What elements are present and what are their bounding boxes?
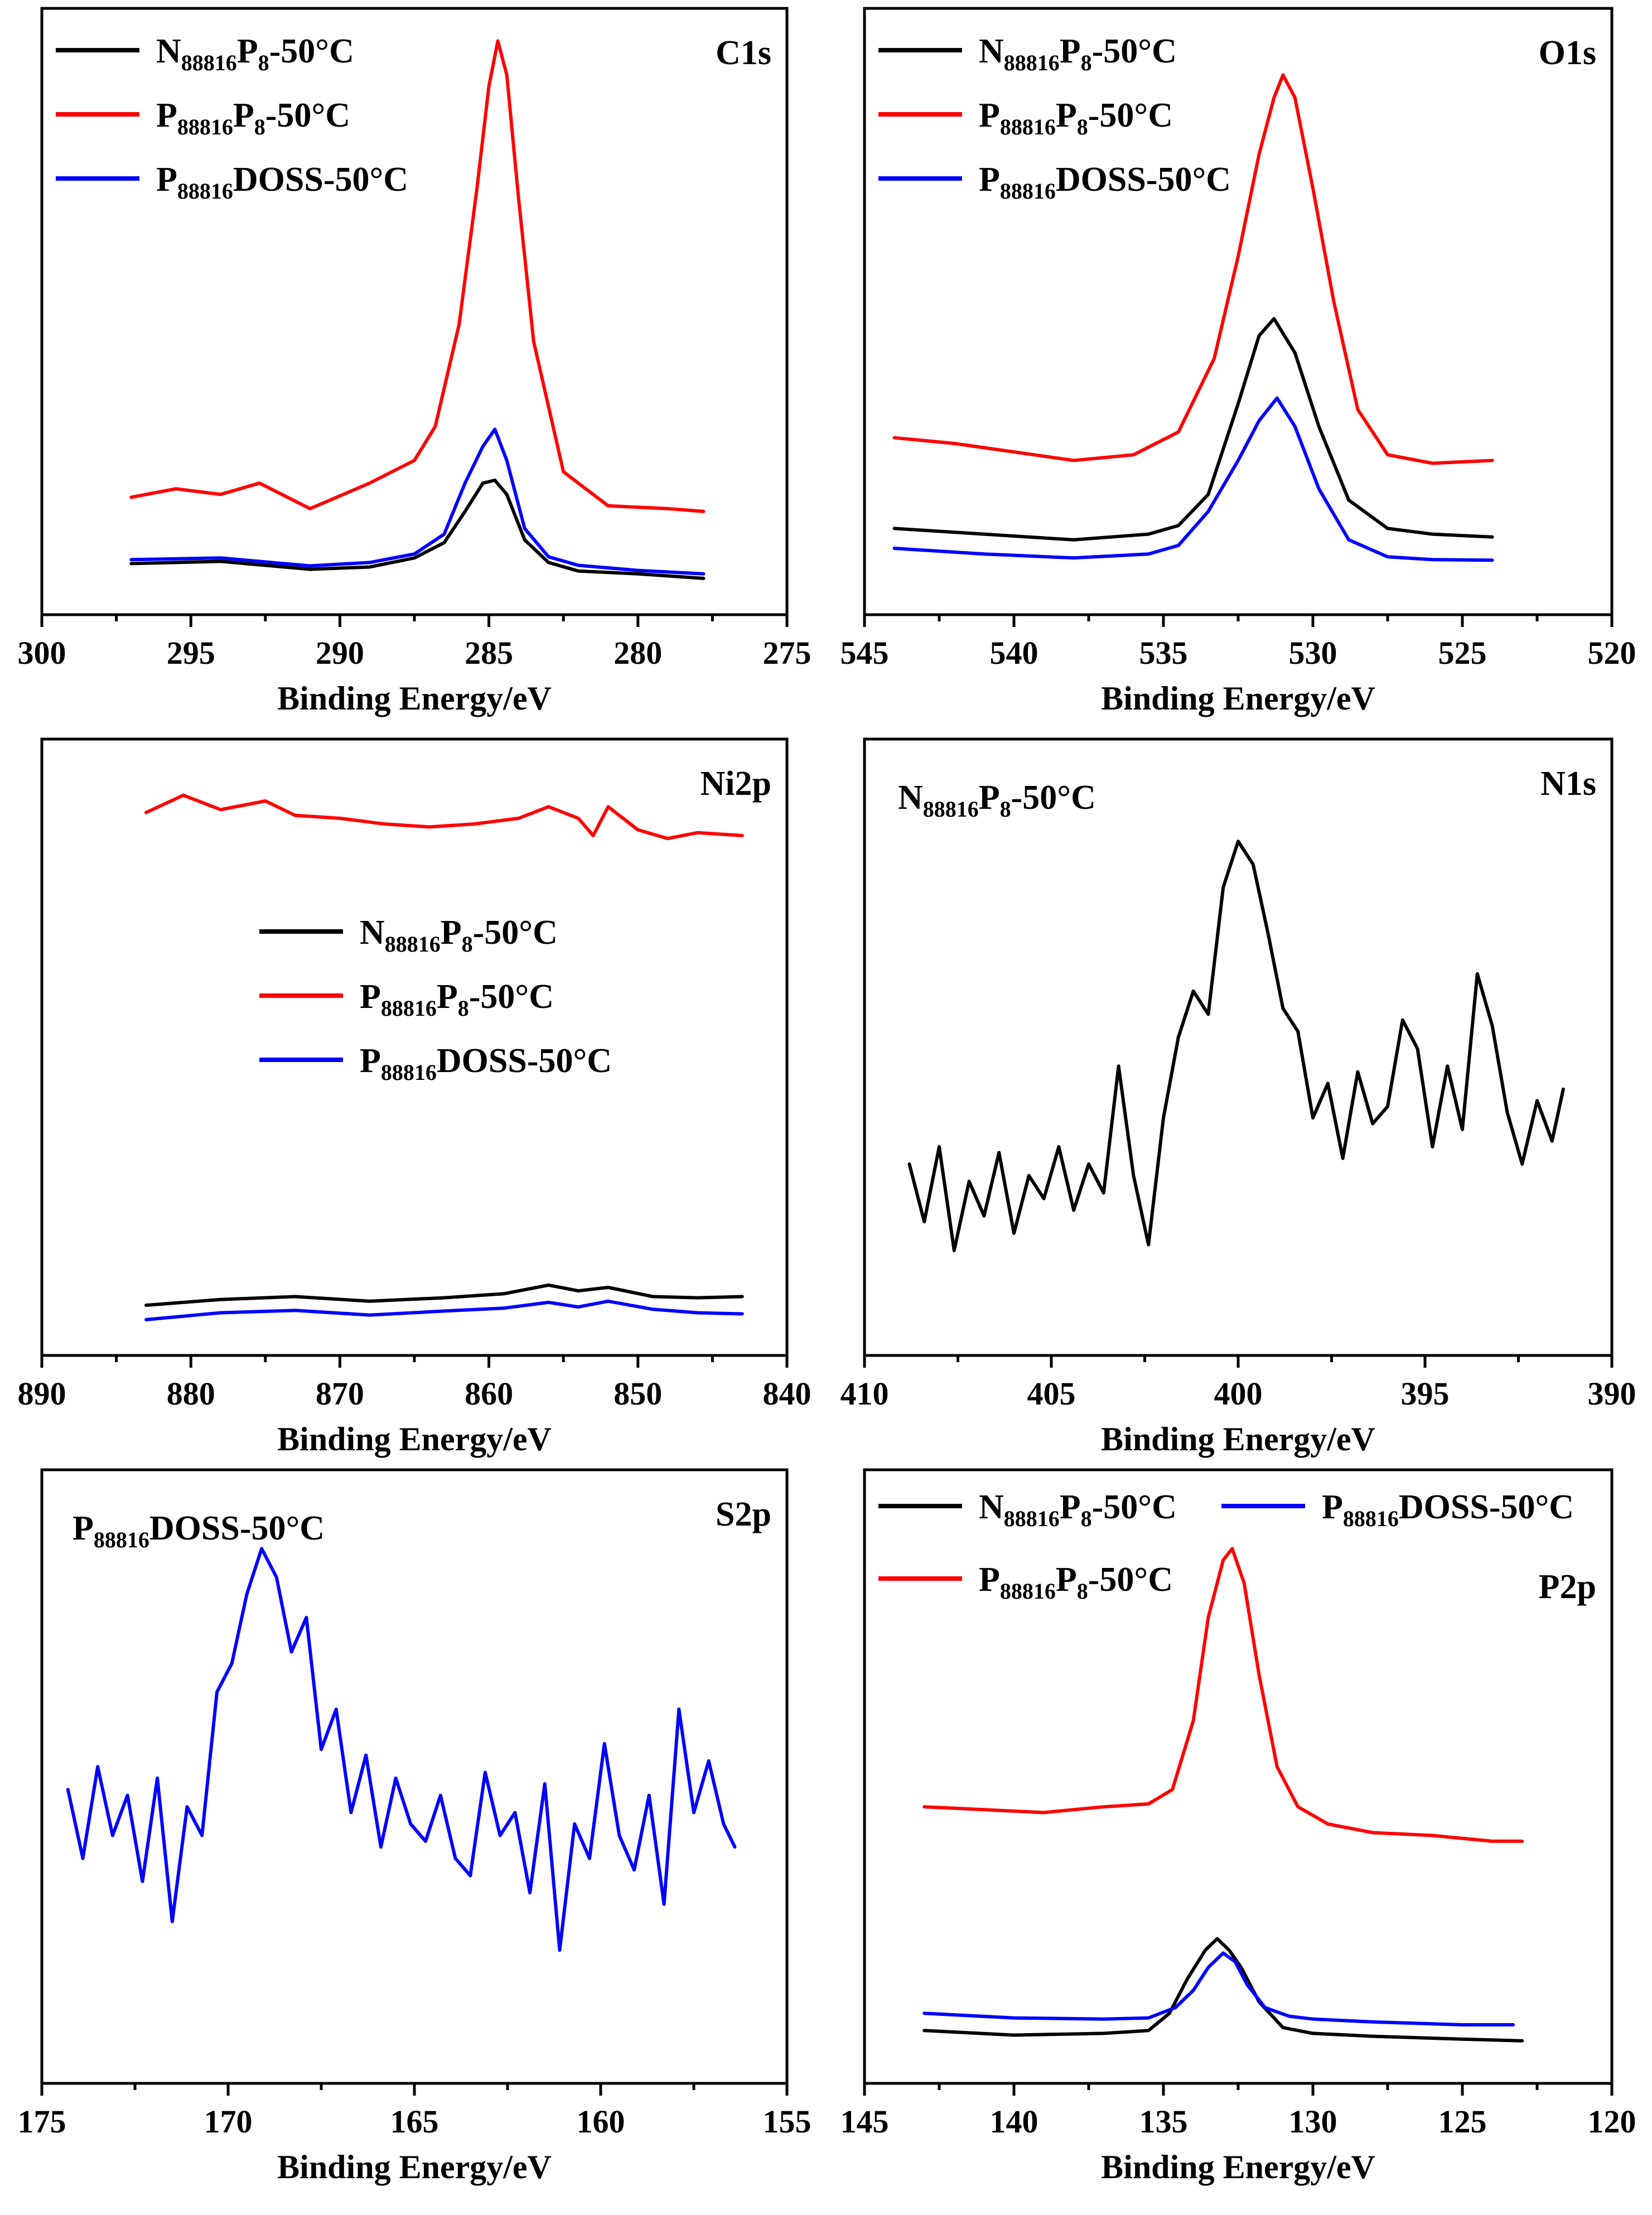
s2p-x-tick-label: 155 — [763, 2103, 811, 2140]
o1s-legend: N88816P8-50°C P88816P8-50°C P88816DOSS-50°… — [878, 32, 1231, 204]
p2p-legend-label-3: P88816P8-50°C — [979, 1561, 1173, 1604]
o1s-x-tick-label: 535 — [1139, 635, 1188, 671]
o1s-x-tick-label: 520 — [1588, 635, 1636, 671]
c1s-legend: N88816P8-50°C P88816P8-50°C P88816DOSS-50°… — [56, 32, 408, 204]
ni2p-x-tick-label: 840 — [763, 1376, 811, 1412]
p2p-legend-label-2: P88816DOSS-50°C — [1322, 1488, 1574, 1531]
ni2p-panel-label: Ni2p — [701, 765, 771, 803]
p2p-x-tick-label: 135 — [1139, 2103, 1188, 2140]
ni2p-x-axis-title: Binding Energy/eV — [277, 1421, 552, 1458]
s2p-legend: P88816DOSS-50°C — [73, 1509, 325, 1552]
ni2p-legend-label-2: P88816P8-50°C — [360, 978, 554, 1021]
s2p-series-1 — [66, 1547, 737, 1952]
o1s-series-2 — [892, 73, 1494, 465]
ni2p-legend: N88816P8-50°C P88816P8-50°C P88816DOSS-50°… — [259, 914, 612, 1085]
o1s-series-1 — [892, 317, 1494, 542]
o1s-x-tick-label: 525 — [1438, 635, 1487, 671]
p2p-panel-label: P2p — [1539, 1568, 1596, 1606]
ni2p-x-tick-label: 870 — [316, 1376, 364, 1412]
c1s-legend-label-1: N88816P8-50°C — [156, 32, 354, 75]
o1s-panel: 545 540 535 530 525 520 Binding Energy/eV O1s N8… — [841, 7, 1636, 717]
c1s-plot-frame — [40, 7, 789, 616]
ni2p-x-tick-label: 850 — [614, 1376, 662, 1412]
ni2p-x-tick-label: 880 — [167, 1376, 215, 1412]
s2p-x-tick-label: 175 — [18, 2103, 66, 2140]
n1s-x-tick-label: 390 — [1588, 1376, 1636, 1412]
o1s-legend-label-1: N88816P8-50°C — [979, 32, 1177, 75]
n1s-x-tick-label: 405 — [1027, 1376, 1076, 1412]
p2p-series-3 — [922, 1951, 1515, 2026]
n1s-x-axis-title: Binding Energy/eV — [1101, 1421, 1375, 1458]
c1s-legend-label-3: P88816DOSS-50°C — [156, 161, 408, 204]
p2p-x-tick-label: 120 — [1588, 2103, 1636, 2140]
ni2p-series-2 — [144, 793, 744, 841]
ni2p-plot-frame — [40, 737, 789, 1357]
ni2p-x-tick-label: 890 — [18, 1376, 66, 1412]
c1s-x-tick-label: 290 — [316, 635, 364, 671]
ni2p-series-1 — [144, 1283, 744, 1307]
p2p-series-2 — [922, 1547, 1524, 1843]
n1s-x-tick-label: 410 — [841, 1376, 889, 1412]
s2p-panel-label: S2p — [716, 1495, 771, 1533]
p2p-legend-label-1: N88816P8-50°C — [979, 1488, 1177, 1531]
o1s-x-tick-label: 540 — [990, 635, 1038, 671]
n1s-panel-label: N1s — [1540, 765, 1596, 803]
p2p-x-tick-label: 145 — [841, 2103, 889, 2140]
c1s-x-axis-title: Binding Energy/eV — [277, 680, 552, 717]
o1s-x-tick-label: 545 — [841, 635, 889, 671]
c1s-x-tick-label: 275 — [763, 635, 811, 671]
p2p-x-tick-label: 125 — [1438, 2103, 1487, 2140]
c1s-series-2 — [129, 39, 706, 513]
s2p-x-axis-title: Binding Energy/eV — [277, 2149, 552, 2185]
ni2p-panel: 890 880 870 860 850 840 Binding Energy/eV Ni2p N… — [18, 737, 811, 1458]
o1s-legend-label-2: P88816P8-50°C — [979, 96, 1173, 139]
c1s-series-1 — [129, 479, 706, 580]
c1s-legend-label-2: P88816P8-50°C — [156, 96, 350, 139]
n1s-series-1 — [907, 839, 1565, 1252]
ni2p-legend-label-1: N88816P8-50°C — [360, 914, 558, 957]
ni2p-series-3 — [144, 1299, 744, 1321]
n1s-legend: N88816P8-50°C — [898, 779, 1096, 822]
c1s-x-tick-label: 280 — [614, 635, 662, 671]
c1s-x-tick-label: 300 — [18, 635, 66, 671]
o1s-x-axis-title: Binding Energy/eV — [1101, 680, 1375, 717]
o1s-panel-label: O1s — [1539, 34, 1596, 72]
s2p-x-tick-label: 165 — [390, 2103, 439, 2140]
ni2p-legend-label-3: P88816DOSS-50°C — [360, 1042, 612, 1085]
p2p-series-1 — [922, 1937, 1524, 2043]
c1s-panel-label: C1s — [716, 34, 771, 72]
n1s-legend-label-1: N88816P8-50°C — [898, 779, 1096, 822]
n1s-x-tick-label: 400 — [1214, 1376, 1263, 1412]
p2p-legend: N88816P8-50°C P88816DOSS-50°C P88816P8-50°… — [878, 1488, 1574, 1604]
c1s-panel: 300 295 290 285 280 275 Binding Energy/eV C1s N8… — [18, 7, 811, 717]
o1s-plot-frame — [863, 7, 1614, 616]
c1s-x-tick-label: 295 — [167, 635, 215, 671]
o1s-series-3 — [892, 396, 1494, 562]
p2p-x-axis-title: Binding Energy/eV — [1101, 2149, 1375, 2185]
p2p-x-tick-label: 130 — [1289, 2103, 1337, 2140]
n1s-x-tick-label: 395 — [1401, 1376, 1450, 1412]
o1s-x-tick-label: 530 — [1289, 635, 1337, 671]
c1s-x-tick-label: 285 — [465, 635, 513, 671]
p2p-x-tick-label: 140 — [990, 2103, 1038, 2140]
n1s-panel: 410 405 400 395 390 Binding Energy/eV N1s N8881… — [841, 737, 1636, 1458]
ni2p-x-tick-label: 860 — [465, 1376, 513, 1412]
s2p-legend-label-1: P88816DOSS-50°C — [73, 1509, 325, 1552]
c1s-series-3 — [129, 427, 706, 576]
s2p-x-tick-label: 170 — [204, 2103, 253, 2140]
n1s-plot-frame — [863, 737, 1614, 1357]
o1s-legend-label-3: P88816DOSS-50°C — [979, 161, 1231, 204]
s2p-x-tick-label: 160 — [577, 2103, 625, 2140]
s2p-panel: 175 170 165 160 155 Binding Energy/eV S2p P8881… — [18, 1468, 811, 2185]
